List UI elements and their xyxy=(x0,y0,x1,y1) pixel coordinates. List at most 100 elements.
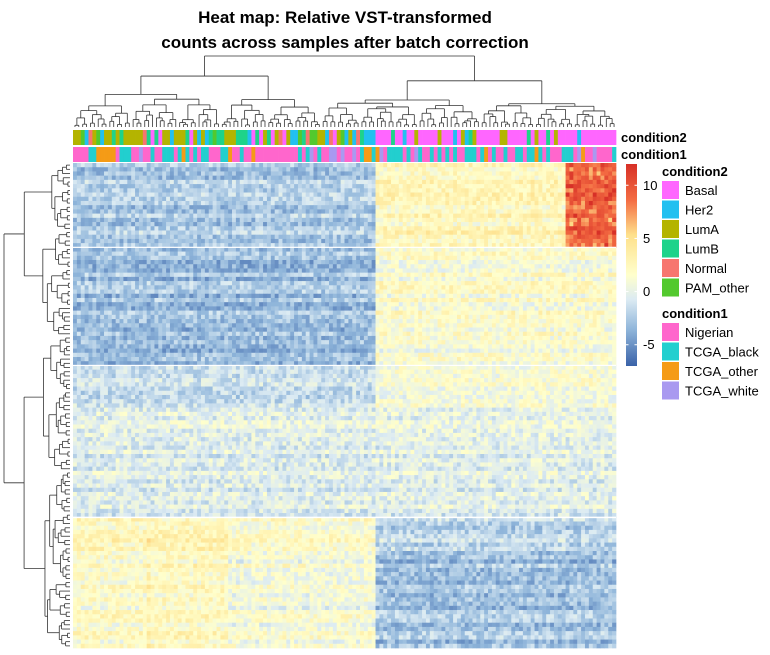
heatmap-cell xyxy=(313,251,318,257)
condition1-cell xyxy=(76,147,82,162)
heatmap-cell xyxy=(193,209,198,214)
heatmap-cell xyxy=(480,213,485,219)
heatmap-cell xyxy=(394,226,400,231)
heatmap-cell xyxy=(332,260,338,265)
heatmap-cell xyxy=(526,209,532,214)
heatmap-cell xyxy=(460,217,466,223)
heatmap-cell xyxy=(379,268,384,273)
heatmap-cell xyxy=(88,167,93,172)
heatmap-cell xyxy=(278,247,283,252)
heatmap-cell xyxy=(154,188,159,193)
heatmap-cell xyxy=(375,251,380,257)
heatmap-cell xyxy=(336,200,341,206)
heatmap-cell xyxy=(107,234,113,240)
heatmap-cell xyxy=(584,272,590,278)
heatmap-cell xyxy=(313,243,318,248)
heatmap-cell xyxy=(278,251,283,257)
heatmap-cell xyxy=(301,188,307,193)
heatmap-cell xyxy=(135,276,140,282)
heatmap-cell xyxy=(100,255,105,261)
heatmap-cell xyxy=(371,188,376,193)
heatmap-cell xyxy=(336,226,341,231)
heatmap-cell xyxy=(84,217,89,223)
heatmap-cell xyxy=(290,234,295,240)
heatmap-cell xyxy=(499,217,504,223)
heatmap-cell xyxy=(309,205,314,210)
heatmap-cell xyxy=(561,171,566,176)
heatmap-cell xyxy=(612,209,617,214)
heatmap-cell xyxy=(84,226,89,231)
heatmap-cell xyxy=(468,226,473,231)
heatmap-cell xyxy=(332,251,338,257)
heatmap-cell xyxy=(391,234,396,240)
heatmap-cell xyxy=(135,268,140,273)
heatmap-cell xyxy=(538,238,543,244)
heatmap-cell xyxy=(519,167,524,172)
heatmap-cell xyxy=(453,188,458,193)
heatmap-cell xyxy=(224,163,229,168)
heatmap-cell xyxy=(526,251,532,257)
heatmap-cell xyxy=(200,175,206,181)
heatmap-cell xyxy=(135,234,140,240)
heatmap-cell xyxy=(313,205,318,210)
heatmap-cell xyxy=(352,163,357,168)
heatmap-cell xyxy=(367,217,372,223)
heatmap-cell xyxy=(406,260,411,265)
heatmap-cell xyxy=(391,205,396,210)
heatmap-cell xyxy=(406,276,411,282)
heatmap-cell xyxy=(480,192,485,198)
heatmap-cell xyxy=(352,272,357,278)
heatmap-cell xyxy=(80,192,85,198)
heatmap-cell xyxy=(519,188,524,193)
heatmap-cell xyxy=(169,226,175,231)
heatmap-cell xyxy=(204,268,210,273)
heatmap-cell xyxy=(305,217,310,223)
heatmap-cell xyxy=(309,272,314,278)
heatmap-cell xyxy=(224,217,229,223)
heatmap-cell xyxy=(251,238,256,244)
heatmap-cell xyxy=(511,188,516,193)
heatmap-cell xyxy=(317,205,322,210)
heatmap-cell xyxy=(402,205,407,210)
heatmap-cell xyxy=(301,184,307,189)
heatmap-cell xyxy=(181,217,186,223)
condition2-cell xyxy=(503,130,508,145)
heatmap-cell xyxy=(484,192,489,198)
heatmap-cell xyxy=(73,163,78,168)
heatmap-cell xyxy=(294,192,299,198)
heatmap-cell xyxy=(441,171,446,176)
heatmap-cell xyxy=(123,179,128,185)
heatmap-cell xyxy=(383,255,388,261)
heatmap-cell xyxy=(519,251,524,257)
heatmap-cell xyxy=(135,163,140,168)
heatmap-cell xyxy=(418,255,423,261)
condition1-cell xyxy=(162,147,167,162)
condition1-cell xyxy=(73,147,78,162)
heatmap-cell xyxy=(534,200,539,206)
heatmap-cell xyxy=(522,268,528,273)
heatmap-cell xyxy=(328,251,334,257)
heatmap-cell xyxy=(154,171,159,176)
heatmap-cell xyxy=(88,196,93,202)
heatmap-cell xyxy=(84,276,89,282)
heatmap-cell xyxy=(573,268,578,273)
heatmap-cell xyxy=(294,222,299,227)
heatmap-cell xyxy=(526,255,532,261)
heatmap-cell xyxy=(278,226,283,231)
heatmap-cell xyxy=(204,196,210,202)
heatmap-cell xyxy=(321,209,326,214)
heatmap-cell xyxy=(76,192,82,198)
heatmap-cell xyxy=(511,205,516,210)
heatmap-cell xyxy=(247,230,252,236)
heatmap-cell xyxy=(181,184,186,189)
heatmap-cell xyxy=(309,171,314,176)
heatmap-cell xyxy=(73,184,78,189)
heatmap-cell xyxy=(142,192,148,198)
heatmap-cell xyxy=(294,179,299,185)
condition1-cell xyxy=(522,147,528,162)
heatmap-cell xyxy=(383,205,388,210)
heatmap-cell xyxy=(142,196,148,202)
heatmap-cell xyxy=(162,255,167,261)
heatmap-cell xyxy=(398,247,404,252)
heatmap-cell xyxy=(177,217,182,223)
